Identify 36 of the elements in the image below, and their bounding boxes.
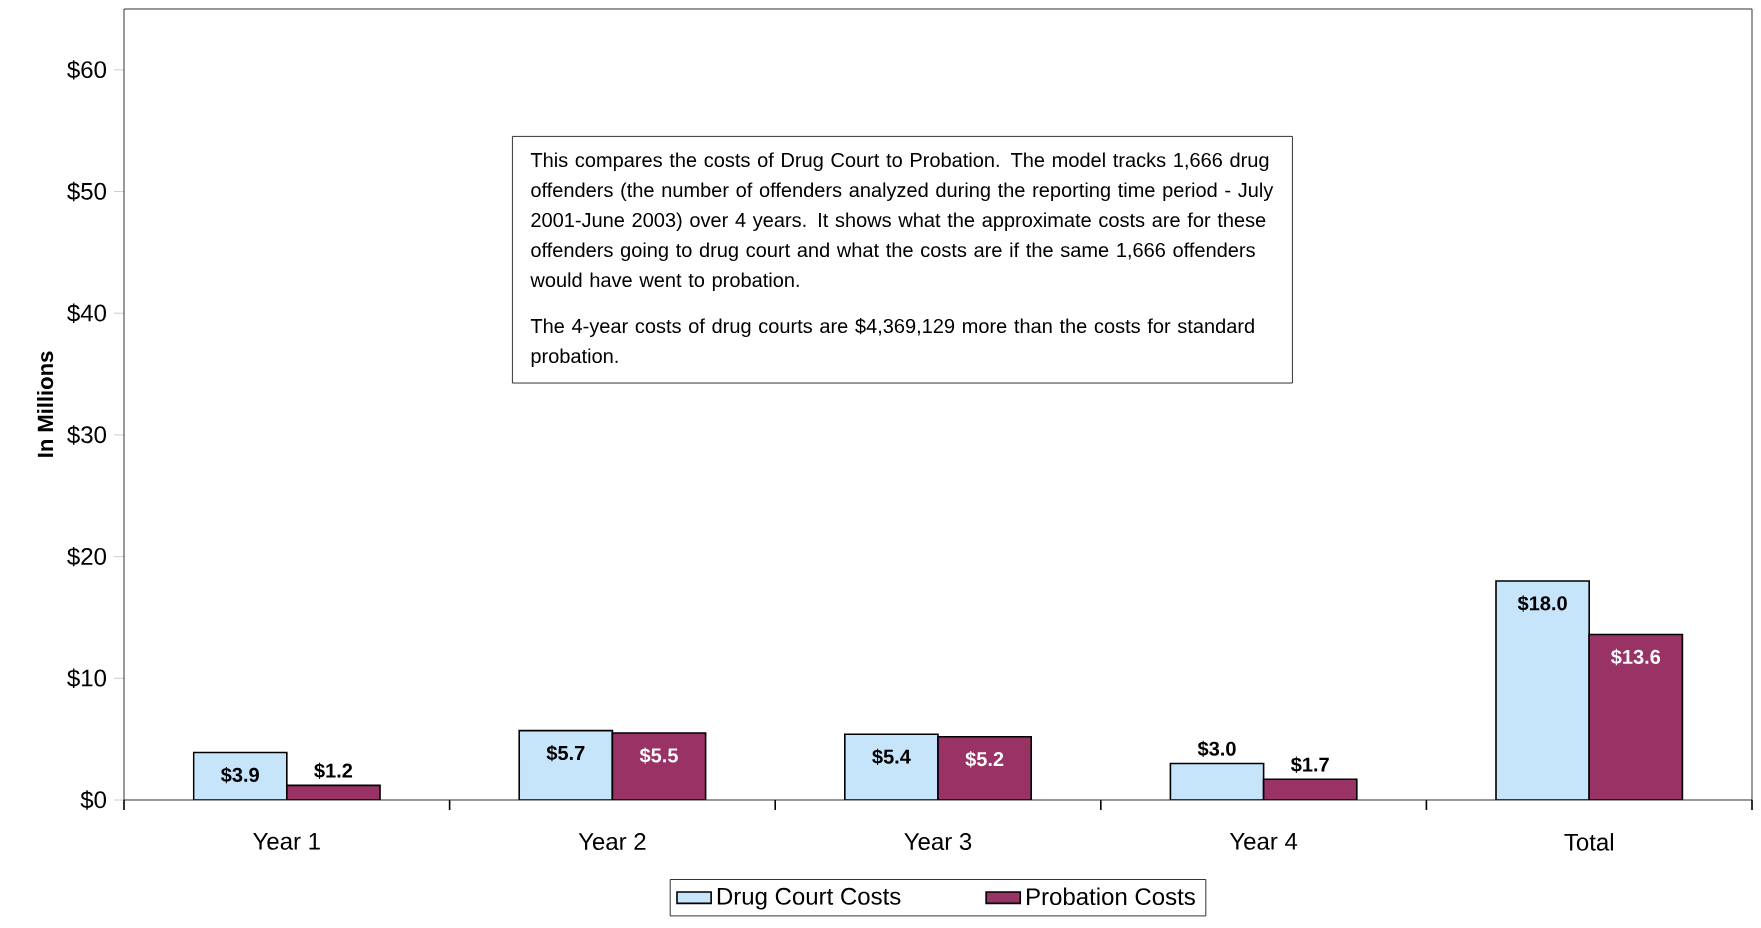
y-tick-label: $0 [80,790,107,810]
data-label: $5.4 [872,748,911,765]
bar [937,735,1033,800]
bar [1495,580,1591,800]
bar [1262,778,1358,800]
y-axis-title: In Millions [37,351,54,457]
annotation: This compares the costs of Drug Court to Probation. The model tracks 1,666 drug offenders (the number of offenders analyzed during the reporting time period - July 2001-June 2003) over 4 years. It shows what the approximate costs are for these offenders going to drug court and what the costs are if the same 1,666 offenders would have went to probation. [530,152,1274,292]
x-tick-label: Year 3 [904,833,972,851]
bar [611,732,707,800]
y-tick-label: $30 [67,425,107,445]
x-tick-label: Year 4 [1229,833,1298,850]
bar [844,733,939,800]
bar [1588,633,1684,800]
bar [1169,762,1265,800]
x-tick-label: Total [1564,833,1613,851]
y-tick-label: $10 [67,668,107,689]
data-label: $1.2 [314,762,353,779]
data-label: $13.6 [1611,648,1661,666]
data-label: $18.0 [1517,595,1567,612]
bar [192,751,288,800]
y-tick-label: $60 [67,60,107,80]
data-label: $5.2 [965,751,1004,768]
x-tick-label: Year 1 [253,833,320,850]
data-label: $3.9 [221,766,259,784]
bar [518,729,614,800]
y-tick-label: $50 [67,181,107,202]
y-tick-label: $20 [67,546,107,567]
data-label: $1.7 [1290,756,1329,773]
legend-label: Probation Costs [1027,887,1195,906]
data-label: $5.5 [639,747,678,764]
data-label: $5.7 [546,745,585,762]
legend-label: Drug Court Costs [717,887,901,910]
data-label: $3.0 [1197,740,1236,758]
x-tick-label: Year 2 [578,833,646,851]
y-tick-label: $40 [67,303,107,323]
annotation: The 4-year costs of drug courts are $4,369,129 more than the costs for standard probation. [530,318,1254,368]
